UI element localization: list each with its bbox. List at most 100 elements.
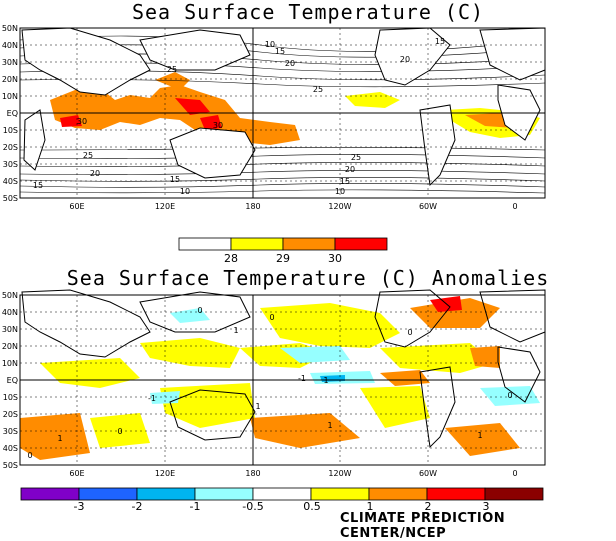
contour-value-labels: 10 15 20 25 30 30 25 20 15 10 15 20 25 2…: [33, 37, 445, 196]
colorbar-swatch: [282, 237, 336, 251]
colorbar-tick: -0.5: [242, 500, 263, 512]
sst-anomaly-map: 50N 40N 30N 20N 10N EQ 10S 20S 30S 40S 5…: [2, 289, 546, 478]
lat-label: 30S: [3, 160, 18, 169]
lon-label: 60E: [69, 202, 84, 211]
colorbar-swatch: [310, 487, 370, 501]
lat-label: 20N: [2, 75, 18, 84]
contour-label: -1: [148, 394, 156, 403]
contour-label: 20: [90, 169, 100, 178]
lat-label: 50S: [3, 461, 18, 470]
colorbar-swatch: [484, 487, 544, 501]
lat-label: 10N: [2, 92, 18, 101]
contour-label: 0: [27, 451, 32, 460]
lat-label: EQ: [7, 109, 18, 118]
contour-label: 0: [407, 328, 412, 337]
colorbar-tick: 0.5: [303, 500, 321, 512]
colorbar-tick: -1: [190, 500, 201, 512]
lat-label: 20S: [3, 143, 18, 152]
contour-label: 10: [335, 187, 345, 196]
contour-label: 15: [275, 47, 285, 56]
colorbar-tick: -2: [132, 500, 143, 512]
bottom-map-title: Sea Surface Temperature (C) Anomalies: [66, 266, 550, 290]
colorbar-tick: 28: [224, 252, 238, 264]
sst-colorbar: 28 29 30: [178, 237, 388, 264]
lat-label: 50N: [2, 24, 18, 33]
colorbar-tick-labels: 28 29 30: [224, 252, 342, 264]
anomaly-fill: [20, 296, 540, 460]
lon-label: 0: [512, 469, 517, 478]
colorbar-swatch: [230, 237, 284, 251]
contour-label: 1: [255, 402, 260, 411]
lat-label: 20N: [2, 342, 18, 351]
colorbar-tick: 1: [367, 500, 374, 512]
contour-label: 15: [340, 177, 350, 186]
lon-labels: 60E 120E 180 120W 60W 0: [69, 202, 517, 211]
colorbar-swatches: [178, 237, 388, 251]
contour-label: 20: [285, 59, 295, 68]
lat-label: 50S: [3, 194, 18, 203]
contour-label: 1: [57, 434, 62, 443]
contour-label: 10: [180, 187, 190, 196]
lat-label: 30S: [3, 427, 18, 436]
contour-label: 0: [269, 313, 274, 322]
lon-label: 180: [245, 469, 260, 478]
lon-label: 120W: [328, 469, 351, 478]
colorbar-tick: 29: [276, 252, 290, 264]
contour-label: 0: [117, 427, 122, 436]
contour-label: 15: [33, 181, 43, 190]
colorbar-tick-labels: -3 -2 -1 -0.5 0.5 1 2 3: [74, 500, 490, 512]
contour-label: 1: [327, 421, 332, 430]
lat-label: 10S: [3, 393, 18, 402]
contour-label: 20: [345, 165, 355, 174]
contour-label: 15: [435, 37, 445, 46]
contour-label: 25: [83, 151, 93, 160]
colorbar-swatch: [20, 487, 80, 501]
contour-label: 25: [167, 65, 177, 74]
lat-label: 50N: [2, 291, 18, 300]
anomaly-colorbar: -3 -2 -1 -0.5 0.5 1 2 3: [20, 487, 544, 512]
colorbar-swatch: [334, 237, 388, 251]
lon-label: 0: [512, 202, 517, 211]
lat-label: EQ: [7, 376, 18, 385]
lon-labels: 60E 120E 180 120W 60W 0: [69, 469, 517, 478]
lat-label: 30N: [2, 58, 18, 67]
colorbar-swatch: [194, 487, 254, 501]
contour-label: 15: [170, 175, 180, 184]
lat-label: 10S: [3, 126, 18, 135]
lat-label: 40S: [3, 444, 18, 453]
lat-label: 20S: [3, 410, 18, 419]
lon-label: 120E: [155, 202, 175, 211]
contour-label: 25: [351, 153, 361, 162]
lon-label: 60W: [419, 469, 437, 478]
colorbar-swatch: [368, 487, 428, 501]
lat-label: 40N: [2, 308, 18, 317]
contour-label: -1: [298, 374, 306, 383]
lon-label: 180: [245, 202, 260, 211]
lat-label: 40N: [2, 41, 18, 50]
sst-map: 50N 40N 30N 20N 10N EQ 10S 20S 30S 40S 5…: [2, 24, 546, 211]
colorbar-swatch: [252, 487, 312, 501]
contour-label: 30: [213, 121, 223, 130]
contour-label: 1: [477, 431, 482, 440]
contour-label: 1: [323, 376, 328, 385]
contour-value-labels: 0 1 0 -1 1 0 1 0 1 -1 0 1 1 0: [27, 306, 512, 460]
colorbar-tick: -3: [74, 500, 85, 512]
lat-labels: 50N 40N 30N 20N 10N EQ 10S 20S 30S 40S 5…: [2, 24, 18, 203]
credit-line: CLIMATE PREDICTION CENTER/NCEP: [340, 511, 506, 541]
coastlines: [21, 289, 546, 449]
lon-label: 60E: [69, 469, 84, 478]
colorbar-tick: 2: [425, 500, 432, 512]
top-map-title: Sea Surface Temperature (C): [131, 0, 485, 24]
lon-label: 120W: [328, 202, 351, 211]
lat-label: 30N: [2, 325, 18, 334]
colorbar-swatches: [20, 487, 544, 501]
contour-label: 0: [197, 306, 202, 315]
lat-labels: 50N 40N 30N 20N 10N EQ 10S 20S 30S 40S 5…: [2, 291, 18, 470]
contour-label: 20: [400, 55, 410, 64]
contour-label: 0: [507, 391, 512, 400]
coastlines: [21, 27, 546, 187]
colorbar-tick: 30: [328, 252, 342, 264]
colorbar-swatch: [178, 237, 232, 251]
colorbar-swatch: [78, 487, 138, 501]
contour-label: 25: [313, 85, 323, 94]
